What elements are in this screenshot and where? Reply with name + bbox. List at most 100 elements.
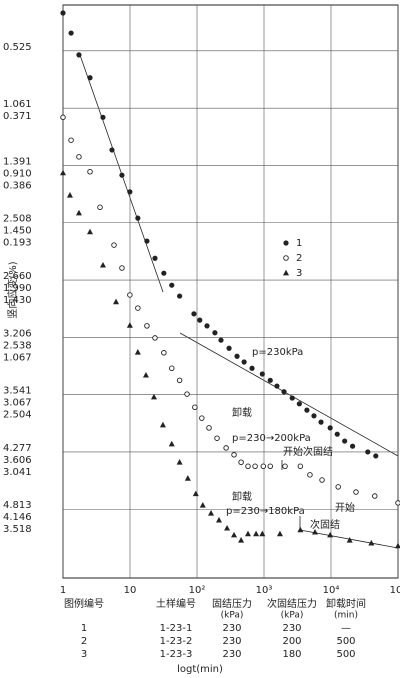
y-tick-label: 0.193 (3, 238, 32, 249)
x-tick-label: 10 (124, 585, 137, 596)
data-point (144, 323, 150, 329)
table-cell: 1-23-3 (160, 649, 193, 660)
data-point (76, 154, 82, 160)
data-point (267, 463, 274, 470)
y-axis-label: 竖向应变(%) (6, 261, 19, 318)
data-point (311, 413, 317, 419)
data-point (208, 510, 215, 516)
data-point (169, 365, 175, 372)
data-point (135, 215, 141, 221)
data-point (68, 137, 74, 143)
data-point (76, 52, 82, 58)
data-point (68, 30, 74, 36)
data-point (267, 377, 273, 383)
data-point (192, 404, 198, 410)
data-point (327, 425, 333, 431)
y-tick-label: 2.538 (3, 340, 32, 351)
data-point (134, 349, 141, 355)
data-point (60, 10, 66, 16)
data-point (253, 530, 260, 537)
data-point (276, 530, 283, 537)
x-tick-label: 10⁵ (390, 585, 400, 596)
x-axis-label: logt(min) (177, 664, 223, 675)
annotation: p=230kPa (252, 347, 303, 358)
y-tick-label: 1.061 (3, 99, 32, 110)
data-point (109, 147, 115, 153)
data-point (126, 322, 133, 328)
data-point (335, 484, 341, 490)
data-point (249, 365, 255, 371)
table-header: 土样编号 (156, 597, 196, 610)
data-point (395, 542, 400, 549)
table-header: 固结压力 (212, 597, 252, 610)
plot-frame (62, 4, 399, 579)
y-tick-label: 0.386 (3, 180, 32, 191)
annotation: p=230→200kPa (232, 433, 311, 444)
data-point (87, 168, 93, 175)
data-point (218, 337, 224, 343)
x-tick-label: 10⁴ (323, 585, 340, 596)
data-point (159, 421, 166, 428)
y-tick-label: 1.391 (3, 156, 32, 167)
data-point (307, 472, 313, 478)
data-point (289, 395, 295, 401)
x-tick-label: 10³ (256, 585, 273, 596)
data-point (75, 209, 82, 216)
data-point (226, 345, 232, 351)
y-tick-label: 2.504 (3, 410, 32, 421)
y-tick-label: 3.541 (3, 386, 32, 397)
data-point (184, 475, 191, 481)
table-cell: 230 (222, 649, 241, 660)
data-point (231, 452, 237, 458)
data-point (169, 282, 175, 288)
y-tick-label: 4.813 (3, 500, 32, 511)
table-cell: 500 (336, 649, 355, 660)
legend-label: 3 (296, 268, 302, 279)
table-cell: 1-23-1 (160, 623, 193, 634)
data-point (87, 75, 93, 81)
table-header: 卸载时间 (326, 597, 366, 610)
data-point (197, 317, 203, 323)
y-tick-label: 3.067 (3, 398, 32, 409)
annotation: p=230→180kPa (226, 506, 305, 517)
annotation: 卸载 (232, 490, 252, 503)
data-point (334, 431, 340, 437)
y-tick-label: 3.606 (3, 455, 32, 466)
legend-marker (283, 269, 289, 276)
data-point (244, 530, 251, 537)
y-tick-label: 0.371 (3, 111, 32, 122)
data-point (245, 463, 251, 470)
y-tick-label: 2.508 (3, 214, 32, 225)
data-point (142, 371, 149, 378)
table-header: 图例编号 (64, 597, 104, 610)
y-tick-label: 1.067 (3, 352, 32, 363)
data-point (372, 493, 378, 499)
table-cell: — (341, 623, 351, 634)
data-point (60, 169, 66, 176)
data-point (168, 440, 175, 447)
data-point (259, 371, 265, 377)
annotation: 开始 (335, 501, 355, 514)
data-point (127, 189, 133, 195)
data-point (99, 261, 106, 268)
data-point (135, 305, 141, 311)
data-point (144, 238, 150, 244)
data-point (349, 443, 356, 449)
data-point (311, 528, 318, 535)
data-point (184, 391, 190, 397)
y-tick-label: 1.990 (3, 283, 32, 294)
annotation: 次固结 (310, 518, 340, 531)
table-unit: (kPa) (281, 611, 304, 621)
data-point (176, 377, 183, 384)
annotation: 开始次固结 (283, 445, 333, 458)
data-point (66, 192, 73, 198)
data-point (161, 270, 167, 276)
legend-label: 1 (296, 238, 302, 249)
table-cell: 200 (282, 636, 301, 647)
data-point (176, 459, 183, 465)
table-cell: 1 (81, 623, 87, 634)
y-tick-label: 1.430 (3, 295, 32, 306)
data-point (296, 401, 302, 407)
data-point (297, 463, 304, 470)
